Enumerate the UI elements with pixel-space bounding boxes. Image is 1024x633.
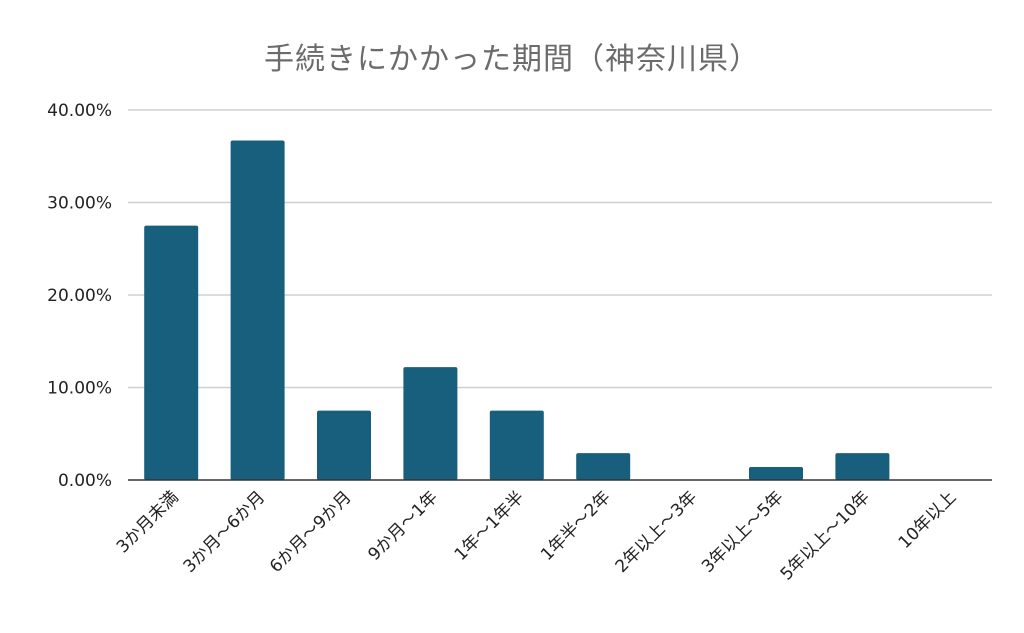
y-tick-label: 20.00% (47, 286, 112, 306)
bar (576, 453, 631, 480)
x-tick-label: 5年以上～10年 (777, 487, 874, 584)
bar (835, 453, 890, 480)
y-tick-label: 30.00% (47, 194, 112, 214)
x-tick-label: 1年～1年半 (451, 487, 529, 565)
y-tick-label: 10.00% (47, 379, 112, 399)
y-tick-label: 40.00% (47, 101, 112, 121)
y-tick-label: 0.00% (58, 471, 112, 491)
bar (403, 367, 458, 480)
chart-title: 手続きにかかった期間（神奈川県） (264, 42, 760, 77)
bar (489, 410, 544, 480)
x-tick-label: 1年半～2年 (537, 487, 615, 565)
x-tick-label: 3か月～6か月 (180, 487, 270, 577)
x-tick-label: 10年以上 (895, 487, 961, 553)
x-tick-label: 6か月～9か月 (266, 487, 356, 577)
x-tick-label: 3か月未満 (113, 487, 183, 557)
bar (230, 140, 285, 480)
bar (749, 467, 803, 480)
x-tick-label: 2年以上～3年 (612, 487, 702, 577)
bar (317, 410, 371, 480)
x-tick-label: 3年以上～5年 (698, 487, 788, 577)
bar (144, 225, 199, 480)
x-tick-label: 9か月～1年 (364, 487, 442, 565)
